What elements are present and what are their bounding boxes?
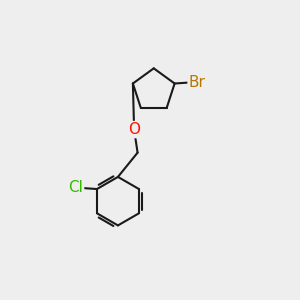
Text: Br: Br xyxy=(189,75,206,90)
Text: O: O xyxy=(128,122,140,137)
Text: Cl: Cl xyxy=(68,180,83,195)
